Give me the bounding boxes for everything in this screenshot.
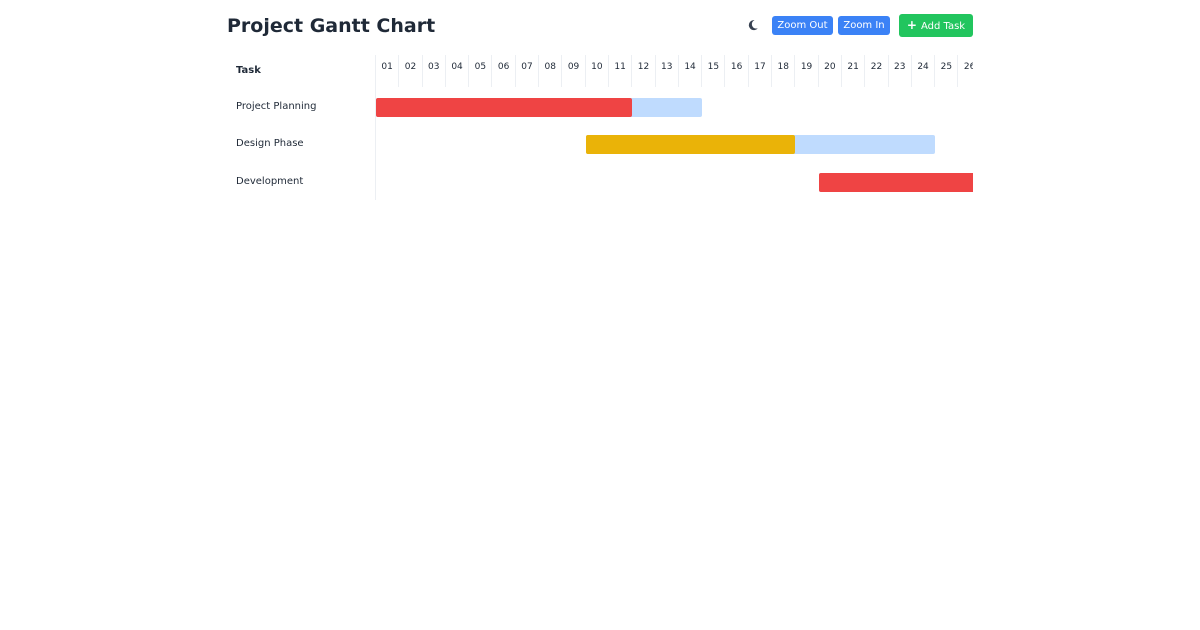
day-header-12: 12 <box>632 55 656 87</box>
theme-toggle-button[interactable] <box>743 15 763 35</box>
day-header-04: 04 <box>446 55 470 87</box>
moon-icon <box>748 20 758 31</box>
task-name: Project Planning <box>236 101 317 112</box>
day-header-17: 17 <box>749 55 773 87</box>
day-header-21: 21 <box>842 55 866 87</box>
day-header-24: 24 <box>912 55 936 87</box>
task-bar-progress[interactable] <box>585 135 796 154</box>
day-header-19: 19 <box>795 55 819 87</box>
day-header-13: 13 <box>656 55 679 87</box>
day-header-14: 14 <box>679 55 703 87</box>
day-header-03: 03 <box>423 55 446 87</box>
day-header-08: 08 <box>539 55 563 87</box>
add-task-button[interactable]: + Add Task <box>899 14 973 37</box>
timeline: 01 02 03 04 05 06 07 08 09 10 11 12 13 14 15 16 17 18 19 20… <box>376 55 973 200</box>
task-bar-progress[interactable] <box>376 98 633 117</box>
task-name: Design Phase <box>236 138 304 149</box>
day-header-18: 18 <box>772 55 796 87</box>
day-header-01: 01 <box>376 55 400 87</box>
day-header-26: 26 <box>959 55 973 87</box>
day-header-11: 11 <box>609 55 633 87</box>
day-header-06: 06 <box>493 55 516 87</box>
task-column-header: Task <box>236 65 261 76</box>
day-header-07: 07 <box>516 55 540 87</box>
task-name: Development <box>236 176 304 187</box>
task-bar-progress[interactable] <box>818 173 973 192</box>
day-header-09: 09 <box>562 55 586 87</box>
day-header-16: 16 <box>726 55 749 87</box>
day-header-23: 23 <box>889 55 912 87</box>
page-title: Project Gantt Chart <box>227 15 436 37</box>
add-task-label: Add Task <box>920 21 966 32</box>
day-header-15: 15 <box>702 55 726 87</box>
day-header-05: 05 <box>469 55 493 87</box>
day-header-25: 25 <box>935 55 959 87</box>
day-header-22: 22 <box>865 55 889 87</box>
day-header-02: 02 <box>399 55 423 87</box>
day-header-10: 10 <box>586 55 609 87</box>
zoom-in-button[interactable]: Zoom In <box>838 16 890 35</box>
day-header-20: 20 <box>819 55 842 87</box>
zoom-out-button[interactable]: Zoom Out <box>772 16 833 35</box>
plus-icon: + <box>906 18 917 32</box>
header: Project Gantt Chart Zoom Out Zoom In + Ad… <box>227 12 973 40</box>
gantt-chart: Task Project Planning Design Phase Devel… <box>227 55 973 200</box>
task-column: Task Project Planning Design Phase Devel… <box>227 55 376 200</box>
